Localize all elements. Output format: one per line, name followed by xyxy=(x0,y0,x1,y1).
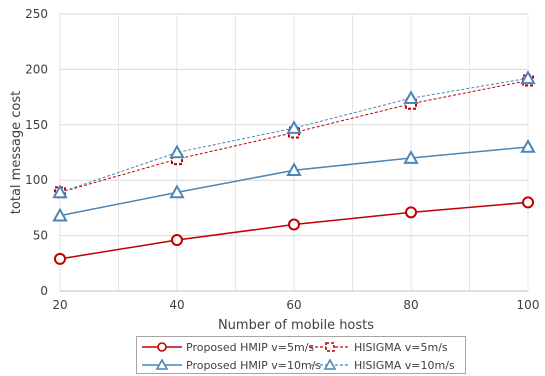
x-tick-label: 40 xyxy=(169,298,184,312)
data-point xyxy=(169,184,185,199)
x-tick-label: 20 xyxy=(52,298,67,312)
data-point xyxy=(520,70,536,85)
data-point xyxy=(52,184,68,199)
series-3 xyxy=(52,138,536,222)
legend-label-hisigma-10: HISIGMA v=10m/s xyxy=(354,358,455,372)
series-4 xyxy=(52,70,536,199)
data-point xyxy=(405,206,417,219)
x-axis-label: Number of mobile hosts xyxy=(218,318,374,333)
y-tick-label: 150 xyxy=(25,118,48,132)
data-point xyxy=(54,252,66,265)
legend: Proposed HMIP v=5m/s HISIGMA v=5m/s Prop… xyxy=(136,336,466,374)
data-point xyxy=(171,234,183,247)
data-point xyxy=(169,144,185,159)
data-point xyxy=(286,120,302,134)
y-tick-label: 200 xyxy=(25,62,48,76)
legend-label-hisigma-5: HISIGMA v=5m/s xyxy=(354,340,448,354)
legend-symbol xyxy=(325,342,335,352)
legend-label-hmip-10: Proposed HMIP v=10m/s xyxy=(186,358,322,372)
legend-label-hmip-5: Proposed HMIP v=5m/s xyxy=(186,340,315,354)
y-tick-label: 100 xyxy=(25,173,48,187)
legend-marker-hmip-10 xyxy=(142,359,182,370)
data-point xyxy=(522,196,534,209)
x-tick-label: 80 xyxy=(403,298,418,312)
series-line xyxy=(59,77,529,193)
legend-symbol xyxy=(155,359,169,370)
y-tick-label: 0 xyxy=(40,284,48,298)
legend-marker-hisigma-10 xyxy=(310,359,350,370)
series-group xyxy=(52,70,536,265)
data-point xyxy=(288,218,300,231)
legend-item-hisigma-5: HISIGMA v=5m/s xyxy=(309,338,448,356)
x-tick-label: 60 xyxy=(286,298,301,312)
legend-item-hmip-5: Proposed HMIP v=5m/s xyxy=(141,338,314,356)
legend-item-hisigma-10: HISIGMA v=10m/s xyxy=(309,356,455,374)
grid xyxy=(59,13,529,292)
tick-labels: 0 50 100 150 200 250 20 40 60 80 100 xyxy=(25,7,539,312)
legend-symbol xyxy=(323,359,337,370)
chart-canvas: 0 50 100 150 200 250 20 40 60 80 100 Number of mob… xyxy=(9,7,539,333)
x-tick-label: 100 xyxy=(517,298,540,312)
data-point xyxy=(52,207,68,222)
data-point xyxy=(403,90,419,105)
data-point xyxy=(520,138,536,153)
legend-marker-hisigma-5 xyxy=(310,342,350,352)
legend-item-hmip-10: Proposed HMIP v=10m/s xyxy=(141,356,321,374)
y-tick-label: 250 xyxy=(25,7,48,21)
data-point xyxy=(286,162,302,177)
y-axis-label: total message cost xyxy=(9,91,24,214)
legend-symbol xyxy=(157,342,167,352)
y-tick-label: 50 xyxy=(33,229,48,243)
data-point xyxy=(403,149,419,164)
series-1 xyxy=(54,196,534,265)
legend-marker-hmip-5 xyxy=(142,342,182,352)
